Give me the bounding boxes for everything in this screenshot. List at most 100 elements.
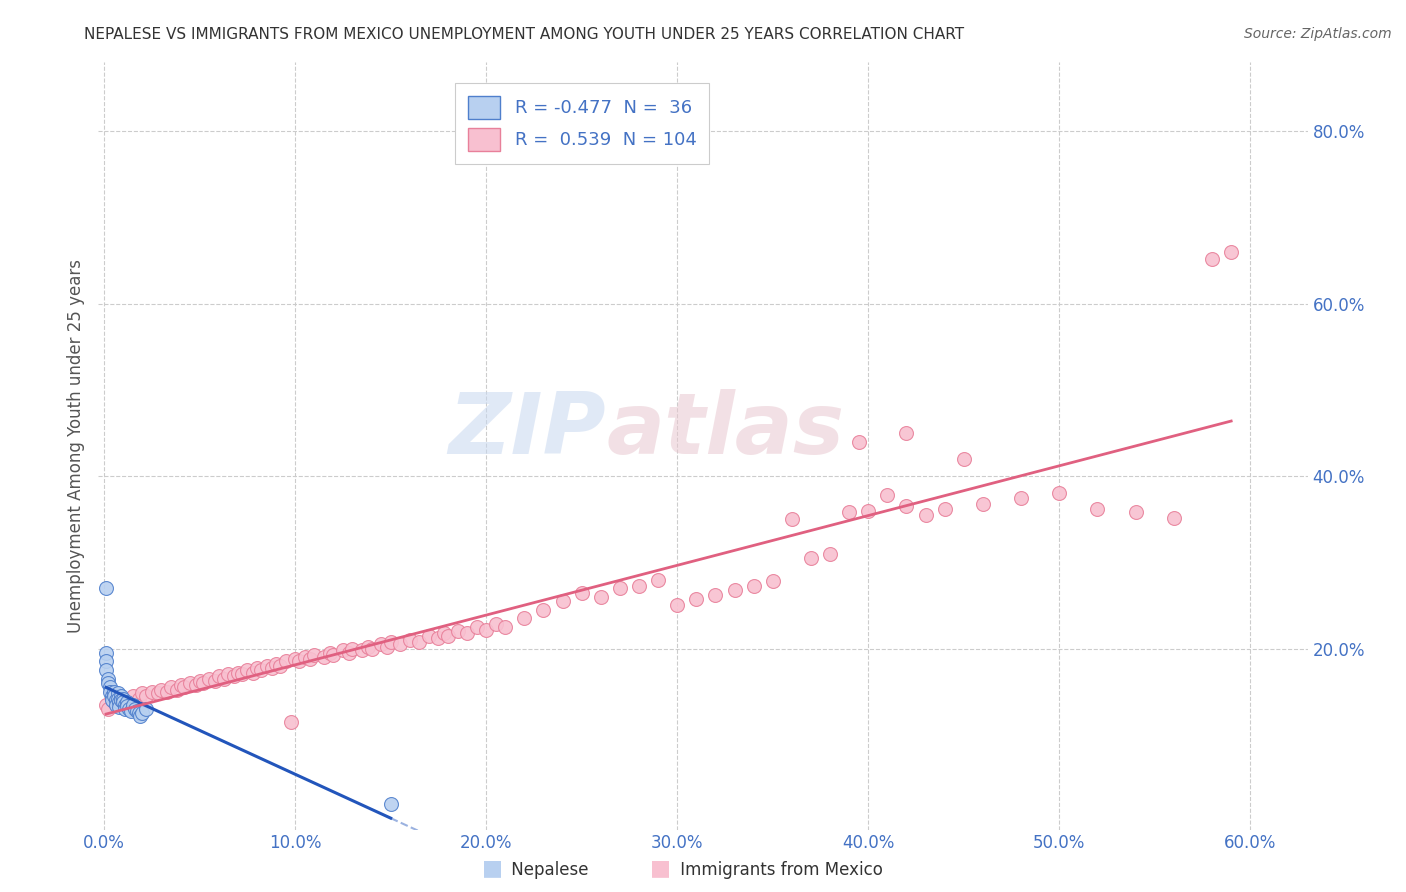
Point [465,620,488,634]
Point [231,667,253,681]
Point [214,672,236,686]
Point [589,590,612,604]
Point [108,700,131,714]
Point [204,674,226,689]
Y-axis label: Unemployment Among Youth under 25 years: Unemployment Among Youth under 25 years [66,259,84,633]
Point [380,797,402,811]
Point [94,698,117,712]
Point [94,655,117,669]
Point [135,689,157,703]
Point [1047,486,1070,500]
Point [112,691,135,706]
Point [222,669,245,683]
Point [322,648,344,663]
Point [427,631,450,645]
Text: atlas: atlas [606,389,845,472]
Point [98,681,121,695]
Point [475,623,498,637]
Point [103,684,125,698]
Point [124,702,146,716]
Point [97,702,120,716]
Point [485,617,508,632]
Point [332,643,354,657]
Point [217,667,239,681]
Text: Nepalese: Nepalese [506,861,589,879]
Point [357,640,380,654]
Point [166,682,188,697]
Point [104,698,127,712]
Point [173,681,195,695]
Point [226,665,249,680]
Point [571,585,593,599]
Point [128,706,150,721]
Point [704,588,727,602]
Point [513,611,536,625]
Point [838,505,860,519]
Point [121,689,143,703]
Point [389,637,412,651]
Point [533,603,555,617]
Point [156,684,179,698]
Point [184,678,207,692]
Point [97,676,120,690]
Point [934,502,956,516]
Point [1125,505,1147,519]
Point [135,702,157,716]
Point [242,665,264,680]
Point [129,708,152,723]
Point [350,643,373,657]
Point [188,674,211,689]
Point [160,681,183,695]
Point [288,655,311,669]
Point [128,691,150,706]
Point [914,508,936,522]
Point [896,426,918,441]
Point [876,488,898,502]
Point [627,580,650,594]
Point [433,626,456,640]
Point [256,658,278,673]
Point [437,629,460,643]
Point [150,682,173,697]
Point [551,594,574,608]
Point [494,620,516,634]
Point [104,693,127,707]
Point [115,695,138,709]
Point [108,695,131,709]
Point [236,663,259,677]
Point [264,657,287,671]
Point [418,629,440,643]
Point [848,434,870,449]
Point [723,582,745,597]
Point [101,693,124,707]
Point [896,500,918,514]
Point [342,641,364,656]
Point [375,640,398,654]
Point [97,672,120,686]
Point [94,663,117,677]
Point [108,691,131,706]
Point [337,646,360,660]
Text: NEPALESE VS IMMIGRANTS FROM MEXICO UNEMPLOYMENT AMONG YOUTH UNDER 25 YEARS CORRE: NEPALESE VS IMMIGRANTS FROM MEXICO UNEMP… [84,27,965,42]
Point [107,691,129,706]
Point [456,626,478,640]
Legend: R = -0.477  N =  36, R =  0.539  N = 104: R = -0.477 N = 36, R = 0.539 N = 104 [456,83,709,164]
Point [280,714,302,729]
Text: Source: ZipAtlas.com: Source: ZipAtlas.com [1244,27,1392,41]
Point [110,689,132,703]
Point [304,648,326,663]
Point [169,678,191,692]
Point [1201,252,1223,266]
Point [103,695,125,709]
Point [408,634,430,648]
Point [284,652,307,666]
Point [115,695,138,709]
Point [110,693,132,707]
Point [269,658,291,673]
Point [114,702,136,716]
Point [370,637,392,651]
Point [112,695,135,709]
Point [299,652,322,666]
Point [101,689,124,703]
Point [208,669,231,683]
